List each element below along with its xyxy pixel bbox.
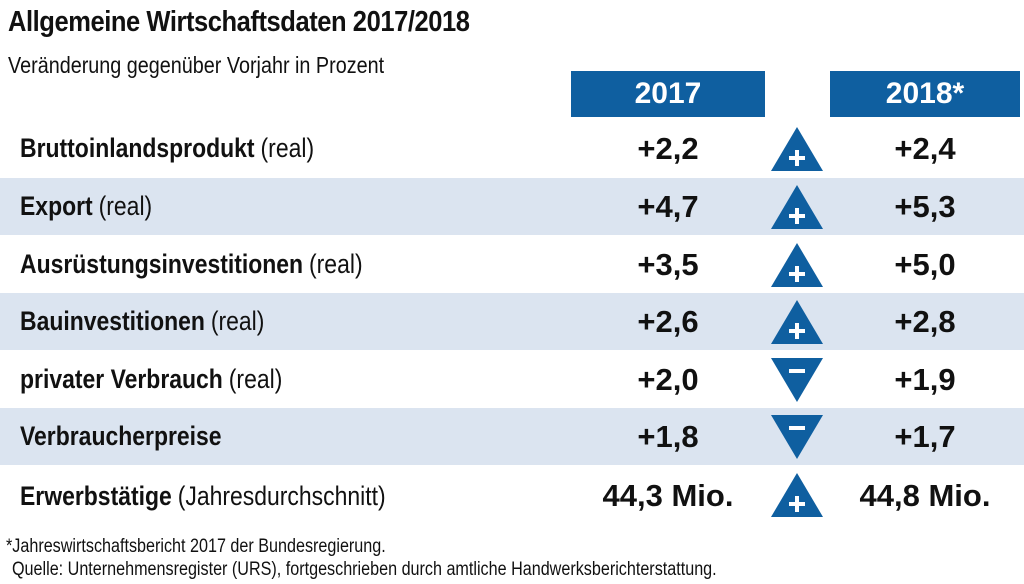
trend-down-icon: [771, 358, 823, 402]
value-2017: +3,5: [637, 246, 699, 282]
indicator-note: (real): [309, 249, 363, 279]
value-2018: +5,0: [894, 246, 956, 282]
row-label: Export (real): [20, 178, 152, 235]
value-2017: +2,6: [637, 303, 699, 339]
indicator-name: Export: [20, 191, 93, 221]
chart-subtitle: Veränderung gegenüber Vorjahr in Prozent: [8, 52, 385, 78]
footnote-source-2018: *Jahreswirtschaftsbericht 2017 der Bunde…: [6, 536, 386, 557]
value-2017: +2,0: [637, 361, 699, 397]
value-2018: 44,8 Mio.: [859, 478, 991, 513]
value-2017: +4,7: [637, 188, 699, 224]
value-2018: +1,9: [894, 361, 956, 397]
table-row: Ausrüstungsinvestitionen (real) +3,5 +5,0: [0, 236, 1024, 293]
indicator-name: Erwerbstätige: [20, 480, 172, 511]
indicator-name: Bruttoinlandsprodukt: [20, 133, 255, 163]
row-label: Bruttoinlandsprodukt (real): [20, 120, 314, 177]
table-row: Erwerbstätige (Jahresdurchschnitt) 44,3 Mi…: [0, 466, 1024, 526]
indicator-name: privater Verbrauch: [20, 364, 223, 394]
indicator-name: Ausrüstungsinvestitionen: [20, 249, 304, 279]
table-row: Bauinvestitionen (real) +2,6 +2,8: [0, 293, 1024, 350]
value-2018: +2,8: [894, 303, 956, 339]
table-row: Bruttoinlandsprodukt (real) +2,2 +2,4: [0, 120, 1024, 177]
row-label: privater Verbrauch (real): [20, 351, 282, 408]
indicator-name: Verbraucherpreise: [20, 421, 222, 451]
trend-up-icon: [771, 473, 823, 517]
row-label: Erwerbstätige (Jahresdurchschnitt): [20, 466, 386, 526]
trend-up-icon: [771, 243, 823, 287]
row-label: Bauinvestitionen (real): [20, 293, 264, 350]
trend-up-icon: [771, 300, 823, 344]
chart-title: Allgemeine Wirtschaftsdaten 2017/2018: [8, 6, 470, 38]
value-2018: +1,7: [894, 418, 956, 454]
table-row: Verbraucherpreise +1,8 +1,7: [0, 408, 1024, 465]
indicator-note: (real): [210, 306, 265, 336]
row-label: Ausrüstungsinvestitionen (real): [20, 236, 363, 293]
value-2017: +2,2: [637, 130, 699, 166]
row-label: Verbraucherpreise: [20, 408, 228, 465]
footnote-source: Quelle: Unternehmensregister (URS), fort…: [12, 559, 717, 580]
value-2018: +2,4: [894, 130, 956, 166]
value-2017: +1,8: [637, 418, 699, 454]
value-2017: 44,3 Mio.: [602, 478, 734, 513]
indicator-note: (real): [228, 364, 283, 394]
indicator-note: (real): [260, 133, 315, 163]
trend-up-icon: [771, 185, 823, 229]
table-row: privater Verbrauch (real) +2,0 +1,9: [0, 351, 1024, 408]
column-header-2018: 2018*: [830, 71, 1020, 117]
indicator-name: Bauinvestitionen: [20, 306, 205, 336]
column-header-2017: 2017: [571, 71, 765, 117]
indicator-note: (real): [98, 191, 153, 221]
value-2018: +5,3: [894, 188, 956, 224]
trend-down-icon: [771, 415, 823, 459]
indicator-note: (Jahresdurchschnitt): [177, 480, 386, 511]
trend-up-icon: [771, 127, 823, 171]
table-row: Export (real) +4,7 +5,3: [0, 178, 1024, 235]
